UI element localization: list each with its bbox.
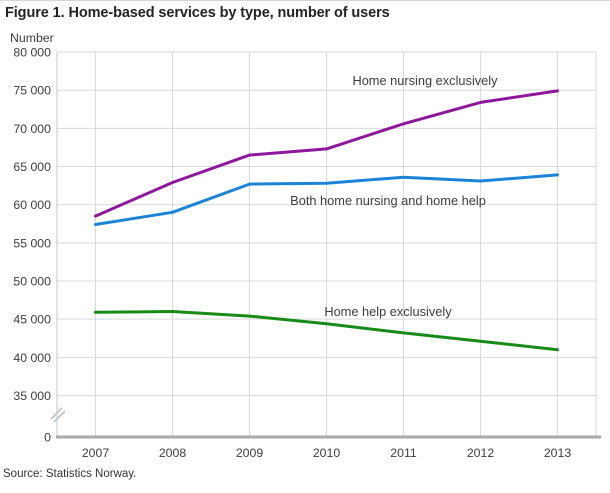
y-tick-label: 55 000 (13, 236, 51, 250)
y-tick-label: 70 000 (13, 122, 51, 136)
series-line-both-home-nursing-and-home-help (94, 173, 559, 226)
figure-title: Figure 1. Home-based services by type, n… (5, 5, 390, 21)
x-tick-label: 2010 (313, 446, 341, 460)
top-border (0, 0, 610, 1)
y-tick-label: 75 000 (13, 84, 51, 98)
axis-break-icon (53, 410, 66, 423)
axis-break-icon (50, 407, 63, 420)
y-tick-label: 45 000 (13, 313, 51, 327)
series-label-both-home-nursing-and-home-help: Both home nursing and home help (290, 193, 486, 208)
y-tick-label: 65 000 (13, 160, 51, 174)
series-line-home-nursing-exclusively (94, 89, 559, 218)
x-tick-label: 2013 (544, 446, 572, 460)
x-tick-label: 2009 (236, 446, 264, 460)
series-label-home-help-exclusively: Home help exclusively (324, 304, 452, 319)
series-label-home-nursing-exclusively: Home nursing exclusively (352, 73, 498, 88)
x-tick-label: 2012 (467, 446, 495, 460)
x-tick-label: 2008 (159, 446, 187, 460)
y-axis-unit-label: Number (10, 31, 54, 45)
y-tick-label: 60 000 (13, 198, 51, 212)
source-label: Source: Statistics Norway. (3, 468, 137, 480)
x-tick-label: 2007 (82, 446, 110, 460)
y-tick-label: 80 000 (13, 46, 51, 60)
y-tick-label: 35 000 (13, 389, 51, 403)
series-line-home-help-exclusively (94, 310, 559, 352)
x-tick-label: 2011 (390, 446, 417, 460)
y-tick-label: 50 000 (13, 275, 51, 289)
y-tick-label: 40 000 (13, 351, 51, 365)
y-tick-label: 0 (44, 431, 51, 445)
